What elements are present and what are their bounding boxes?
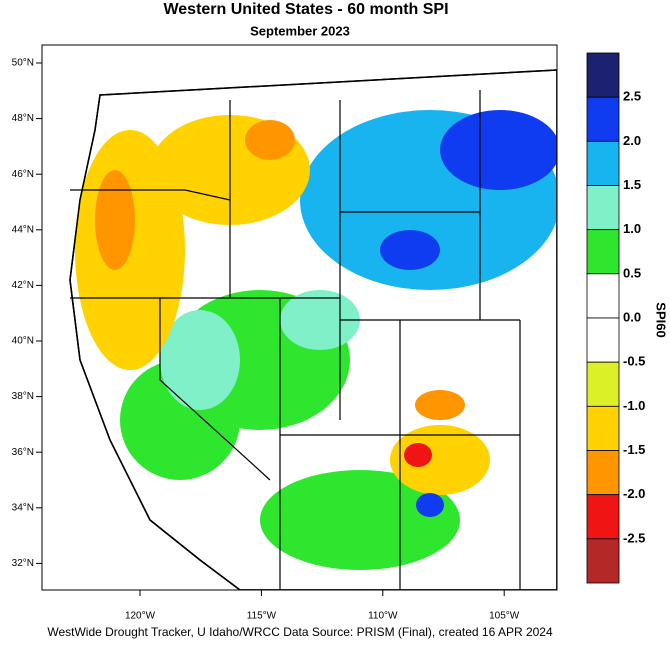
- colorbar-label: 1.0: [623, 221, 641, 236]
- longitude-label: 105°W: [489, 611, 520, 622]
- latitude-label: 44°N: [12, 224, 34, 235]
- colorbar-label: -0.5: [623, 354, 645, 369]
- colorbar-title: SPI60: [654, 302, 669, 337]
- latitude-label: 42°N: [12, 280, 34, 291]
- latitude-label: 32°N: [12, 558, 34, 569]
- colorbar-bin: [586, 185, 620, 231]
- colorbar-bin: [586, 229, 620, 275]
- colorbar-label: 0.0: [623, 309, 641, 324]
- longitude-label: 120°W: [125, 611, 156, 622]
- colorbar-bin: [586, 273, 620, 319]
- longitude-label: 115°W: [247, 611, 277, 622]
- latitude-label: 40°N: [12, 336, 34, 347]
- colorbar-label: 2.5: [623, 89, 641, 104]
- colorbar-bin: [586, 405, 620, 451]
- subtitle: September 2023: [250, 23, 350, 38]
- colorbar-bin: [586, 52, 620, 98]
- colorbar-bin: [586, 450, 620, 496]
- colorbar-bin: [586, 317, 620, 363]
- credit: WestWide Drought Tracker, U Idaho/WRCC D…: [47, 625, 553, 639]
- latitude-label: 50°N: [12, 58, 34, 69]
- map: [41, 44, 558, 591]
- colorbar-label: -2.0: [623, 486, 645, 501]
- longitude-label: 110°W: [368, 611, 398, 622]
- colorbar-label: -1.5: [623, 442, 645, 457]
- colorbar-label: -2.5: [623, 530, 645, 545]
- latitude-label: 38°N: [12, 391, 34, 402]
- colorbar-label: -1.0: [623, 398, 645, 413]
- colorbar-bin: [586, 361, 620, 407]
- colorbar-label: 1.5: [623, 177, 641, 192]
- colorbar-bin: [586, 96, 620, 142]
- latitude-label: 36°N: [12, 447, 34, 458]
- colorbar-bin: [586, 494, 620, 540]
- latitude-label: 48°N: [12, 113, 34, 124]
- colorbar-bin: [586, 538, 620, 584]
- colorbar-label: 2.0: [623, 133, 641, 148]
- title: Western United States - 60 month SPI: [163, 1, 448, 18]
- colorbar-label: 0.5: [623, 265, 641, 280]
- latitude-label: 34°N: [12, 502, 34, 513]
- colorbar-bin: [586, 140, 620, 186]
- latitude-label: 46°N: [12, 169, 34, 180]
